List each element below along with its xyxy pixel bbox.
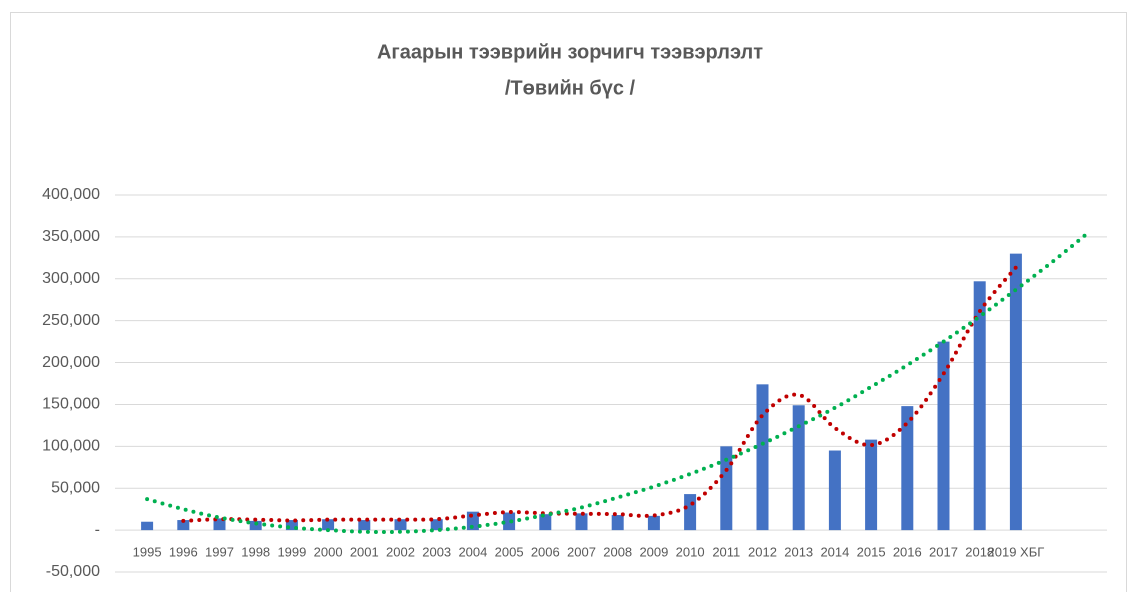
x-tick-label: 2006 — [531, 544, 560, 559]
bar — [249, 520, 262, 531]
y-tick-label: 400,000 — [42, 186, 100, 203]
y-tick-label: -50,000 — [46, 563, 100, 580]
x-tick-label: 2000 — [314, 544, 343, 559]
x-tick-label: 2017 — [929, 544, 958, 559]
bar — [539, 514, 552, 531]
x-tick-label: 2014 — [820, 544, 849, 559]
bar — [865, 439, 878, 531]
x-tick-label: 2009 — [639, 544, 668, 559]
bar — [611, 515, 624, 531]
bar — [430, 519, 443, 531]
chart-border — [10, 12, 1127, 592]
bar — [1009, 253, 1022, 531]
x-tick-label: 2012 — [748, 544, 777, 559]
bar — [503, 512, 516, 531]
y-tick-label: 350,000 — [42, 228, 100, 245]
bar — [358, 520, 371, 531]
bar — [285, 520, 298, 531]
x-tick-label: 2002 — [386, 544, 415, 559]
bar — [937, 341, 950, 531]
y-tick-label: 300,000 — [42, 270, 100, 287]
y-tick-label: 50,000 — [51, 479, 100, 496]
bar — [756, 384, 769, 531]
bar — [647, 515, 660, 531]
bar — [901, 406, 914, 531]
bar — [213, 518, 226, 531]
chart-subtitle: /Төвийн бүс / — [505, 77, 636, 99]
x-tick-label: 1999 — [277, 544, 306, 559]
bar — [720, 446, 733, 531]
bar — [684, 494, 697, 531]
bar — [177, 520, 190, 531]
y-tick-label: 100,000 — [42, 438, 100, 455]
x-tick-label: 2005 — [495, 544, 524, 559]
x-tick-label: 1995 — [133, 544, 162, 559]
y-tick-label: 200,000 — [42, 354, 100, 371]
y-tick-label: 250,000 — [42, 312, 100, 329]
bar — [141, 521, 154, 531]
x-tick-label: 2004 — [458, 544, 487, 559]
bar — [973, 281, 986, 531]
x-tick-label: 1996 — [169, 544, 198, 559]
x-tick-label: 2019 ХБГ — [988, 544, 1045, 559]
x-tick-label: 2007 — [567, 544, 596, 559]
y-tick-label: 150,000 — [42, 396, 100, 413]
x-tick-label: 2008 — [603, 544, 632, 559]
x-tick-label: 2011 — [712, 544, 740, 559]
x-tick-label: 2010 — [676, 544, 705, 559]
bar — [828, 450, 841, 531]
x-tick-label: 2001 — [350, 544, 379, 559]
x-tick-label: 1997 — [205, 544, 234, 559]
x-tick-label: 2013 — [784, 544, 813, 559]
trendline — [181, 265, 1018, 523]
bar — [322, 519, 335, 531]
x-tick-label: 2015 — [857, 544, 886, 559]
chart-title: Агаарын тээврийн зорчигч тээвэрлэлт — [377, 41, 763, 63]
x-tick-label: 1998 — [241, 544, 270, 559]
bar — [394, 519, 407, 531]
x-tick-label: 2018 — [965, 544, 994, 559]
y-tick-label: - — [95, 521, 100, 538]
trendline — [145, 230, 1091, 534]
bar — [792, 405, 805, 531]
x-tick-label: 2016 — [893, 544, 922, 559]
bar — [575, 513, 588, 531]
x-tick-label: 2003 — [422, 544, 451, 559]
